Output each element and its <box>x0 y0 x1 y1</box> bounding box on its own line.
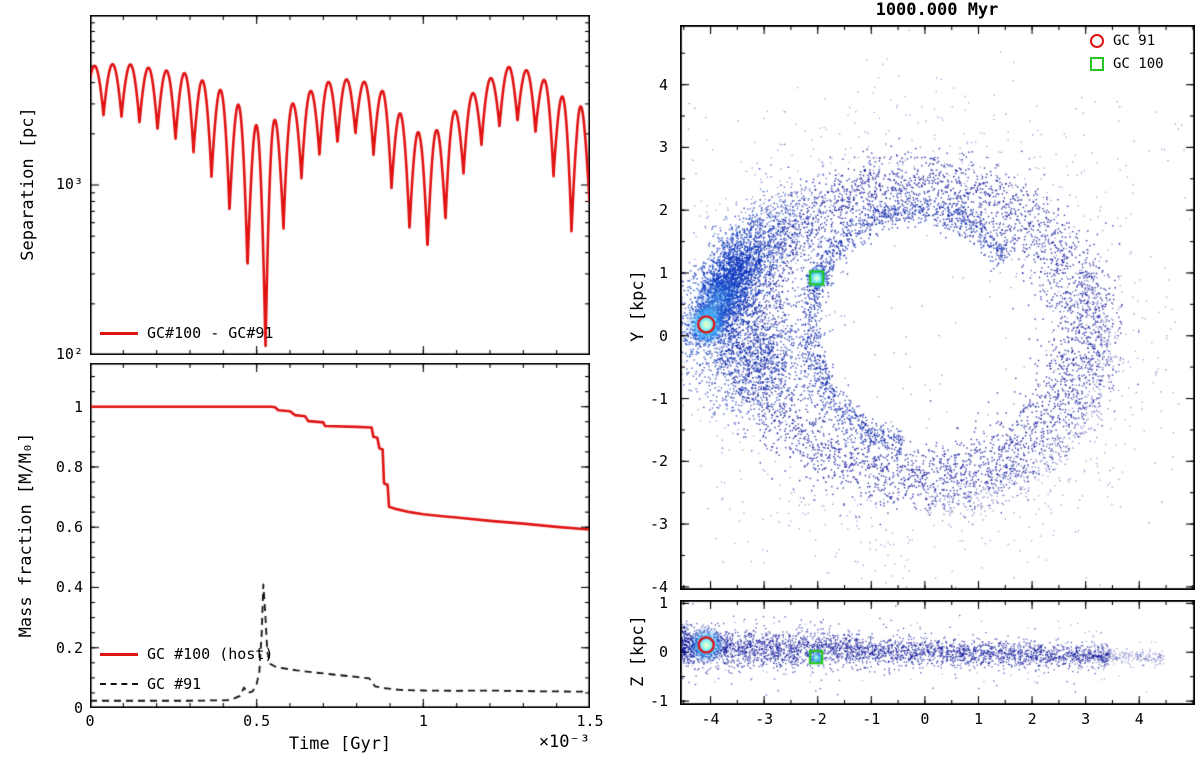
tick-label: 10² <box>55 345 83 363</box>
tick-label: 0 <box>85 712 95 730</box>
legend-row: GC 91 <box>1090 33 1164 49</box>
tick-label: 0 <box>73 699 83 717</box>
dashed-line-swatch <box>100 683 138 685</box>
tick-label: 0 <box>658 643 668 662</box>
tick-label: 0.6 <box>55 518 83 537</box>
tick-label: 0.8 <box>55 457 83 476</box>
time-x-axis-label: Time [Gyr] <box>288 734 392 754</box>
legend-label: GC#100 - GC#91 <box>147 324 274 342</box>
xz-scatter-canvas <box>680 600 1195 705</box>
legend-row: GC#100 - GC#91 <box>100 324 273 342</box>
xy-scatter-canvas <box>680 25 1195 590</box>
red-circle-marker-icon <box>1090 34 1104 48</box>
tick-label: 10³ <box>55 175 83 193</box>
separation-chart-canvas <box>90 15 590 355</box>
tick-label: 3 <box>1081 710 1091 728</box>
x-axis-multiplier-label: ×10⁻³ <box>538 732 590 752</box>
tick-label: -1 <box>649 389 668 408</box>
mass-fraction-legend: GC #100 (host) GC #91 <box>100 645 273 693</box>
tick-label: 3 <box>658 138 668 157</box>
tick-label: -4 <box>649 577 668 596</box>
tick-label: 2 <box>658 201 668 220</box>
red-line-swatch <box>100 331 138 335</box>
tick-label: 2 <box>1027 710 1037 728</box>
legend-label: GC #91 <box>147 675 202 693</box>
legend-row: GC 100 <box>1090 56 1164 72</box>
tick-label: 0 <box>658 326 668 345</box>
tick-label: 0 <box>920 710 930 728</box>
mass-fraction-chart-canvas <box>90 363 590 708</box>
legend-label: GC 91 <box>1113 33 1156 49</box>
tick-label: 0.4 <box>55 578 83 597</box>
legend-row: GC #100 (host) <box>100 645 273 663</box>
mass-fraction-y-axis-label: Mass fraction [M/M₀] <box>16 432 36 638</box>
tick-label: 4 <box>1134 710 1144 728</box>
tick-label: 0.2 <box>55 638 83 657</box>
tick-label: -1 <box>862 710 881 728</box>
tick-label: 4 <box>658 75 668 94</box>
tick-label: -3 <box>649 515 668 534</box>
tick-label: 0.5 <box>243 712 271 730</box>
tick-label: -4 <box>701 710 720 728</box>
scatter-legend: GC 91 GC 100 <box>1090 33 1164 72</box>
tick-label: -2 <box>649 452 668 471</box>
tick-label: 1 <box>73 397 83 416</box>
tick-label: 1 <box>973 710 983 728</box>
legend-label: GC 100 <box>1113 56 1164 72</box>
separation-legend: GC#100 - GC#91 <box>100 324 273 342</box>
tick-label: -3 <box>755 710 774 728</box>
chart-title: 1000.000 Myr <box>875 0 999 20</box>
tick-label: -2 <box>808 710 827 728</box>
red-line-swatch <box>100 652 138 656</box>
tick-label: -1 <box>649 692 668 711</box>
tick-label: 1.5 <box>576 712 604 730</box>
legend-row: GC #91 <box>100 675 273 693</box>
tick-label: 1 <box>658 263 668 282</box>
green-square-marker-icon <box>1090 57 1104 71</box>
separation-y-axis-label: Separation [pc] <box>18 107 38 261</box>
tick-label: 1 <box>658 594 668 613</box>
tick-label: 1 <box>418 712 428 730</box>
legend-label: GC #100 (host) <box>147 645 274 663</box>
